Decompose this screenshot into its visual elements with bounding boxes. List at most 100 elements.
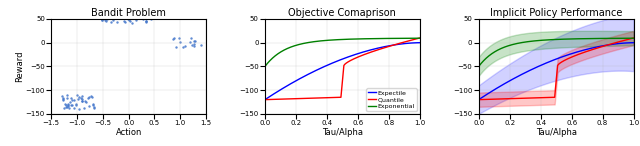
Point: [77, 100, 87, 103]
Expectile: [330, 62, 337, 64]
Point: [147, 13, 157, 16]
Point: [67, 99, 77, 101]
Point: [88, 103, 99, 105]
Point: [102, 18, 112, 20]
Point: [175, 41, 185, 44]
Point: [113, 16, 124, 18]
Point: [148, 17, 158, 20]
Point: [109, 13, 120, 16]
Point: [118, 19, 129, 22]
Point: [72, 94, 82, 96]
Point: [168, 38, 178, 40]
Point: [186, 36, 196, 39]
Point: [126, 13, 136, 15]
Point: [57, 95, 67, 97]
Expectile: [367, 49, 375, 51]
Point: [131, 19, 141, 22]
Expectile: [261, 99, 269, 100]
Point: [101, 20, 111, 22]
Point: [89, 106, 99, 109]
Point: [79, 107, 90, 109]
Point: [195, 43, 205, 46]
Point: [136, 15, 146, 17]
Expectile: [385, 45, 392, 47]
Point: [63, 103, 73, 106]
Expectile: [382, 46, 390, 47]
Point: [88, 104, 99, 106]
Point: [180, 45, 190, 48]
Point: [97, 19, 107, 21]
Point: [89, 107, 99, 109]
Point: [84, 96, 94, 98]
Line: Quantile: Quantile: [265, 38, 420, 100]
Point: [184, 41, 195, 43]
Point: [69, 99, 79, 101]
Exponential: [382, 38, 390, 39]
Point: [111, 21, 122, 24]
Point: [87, 95, 97, 98]
X-axis label: Tau/Alpha: Tau/Alpha: [536, 127, 577, 137]
Title: Implicit Policy Performance: Implicit Policy Performance: [490, 8, 622, 18]
Point: [58, 99, 68, 101]
Point: [108, 19, 118, 21]
Quantile: [330, 97, 337, 98]
Title: Objective Comaprison: Objective Comaprison: [289, 8, 396, 18]
Point: [101, 14, 111, 16]
Point: [139, 17, 149, 20]
Point: [99, 19, 109, 21]
Point: [97, 19, 107, 21]
Exponential: [261, 66, 269, 67]
Point: [76, 96, 86, 99]
X-axis label: Action: Action: [115, 127, 142, 137]
Line: Exponential: Exponential: [265, 38, 420, 66]
Point: [138, 14, 148, 17]
Point: [63, 105, 74, 107]
Point: [190, 40, 200, 42]
Point: [124, 19, 134, 21]
Point: [77, 95, 87, 98]
Point: [73, 98, 83, 100]
Point: [65, 101, 76, 104]
Exponential: [277, 51, 285, 53]
Point: [141, 20, 151, 22]
Point: [60, 103, 70, 106]
Point: [170, 46, 180, 48]
Point: [106, 20, 116, 23]
Point: [61, 106, 71, 108]
Exponential: [416, 37, 424, 39]
Point: [138, 17, 148, 20]
Expectile: [277, 89, 285, 91]
Quantile: [261, 99, 269, 100]
Point: [62, 97, 72, 99]
X-axis label: Tau/Alpha: Tau/Alpha: [322, 127, 363, 137]
Point: [189, 39, 199, 42]
Exponential: [367, 38, 375, 40]
Point: [141, 20, 151, 22]
Point: [86, 95, 96, 97]
Point: [127, 22, 137, 24]
Point: [77, 98, 87, 100]
Point: [80, 99, 90, 102]
Point: [66, 104, 76, 106]
Point: [63, 107, 74, 110]
Point: [188, 44, 198, 47]
Point: [74, 96, 84, 99]
Point: [83, 97, 93, 99]
Title: Bandit Problem: Bandit Problem: [92, 8, 166, 18]
Quantile: [367, 51, 375, 53]
Point: [113, 15, 124, 17]
Exponential: [385, 38, 392, 39]
Point: [81, 101, 92, 103]
Quantile: [382, 46, 390, 48]
Y-axis label: Reward: Reward: [15, 51, 24, 82]
Point: [74, 108, 84, 110]
Point: [131, 17, 141, 20]
Legend: Expectile, Quantile, Exponential: Expectile, Quantile, Exponential: [366, 88, 417, 111]
Point: [58, 98, 68, 100]
Point: [178, 46, 188, 48]
Quantile: [324, 97, 332, 99]
Quantile: [416, 37, 424, 39]
Point: [123, 18, 133, 20]
Point: [146, 17, 156, 20]
Point: [67, 104, 77, 106]
